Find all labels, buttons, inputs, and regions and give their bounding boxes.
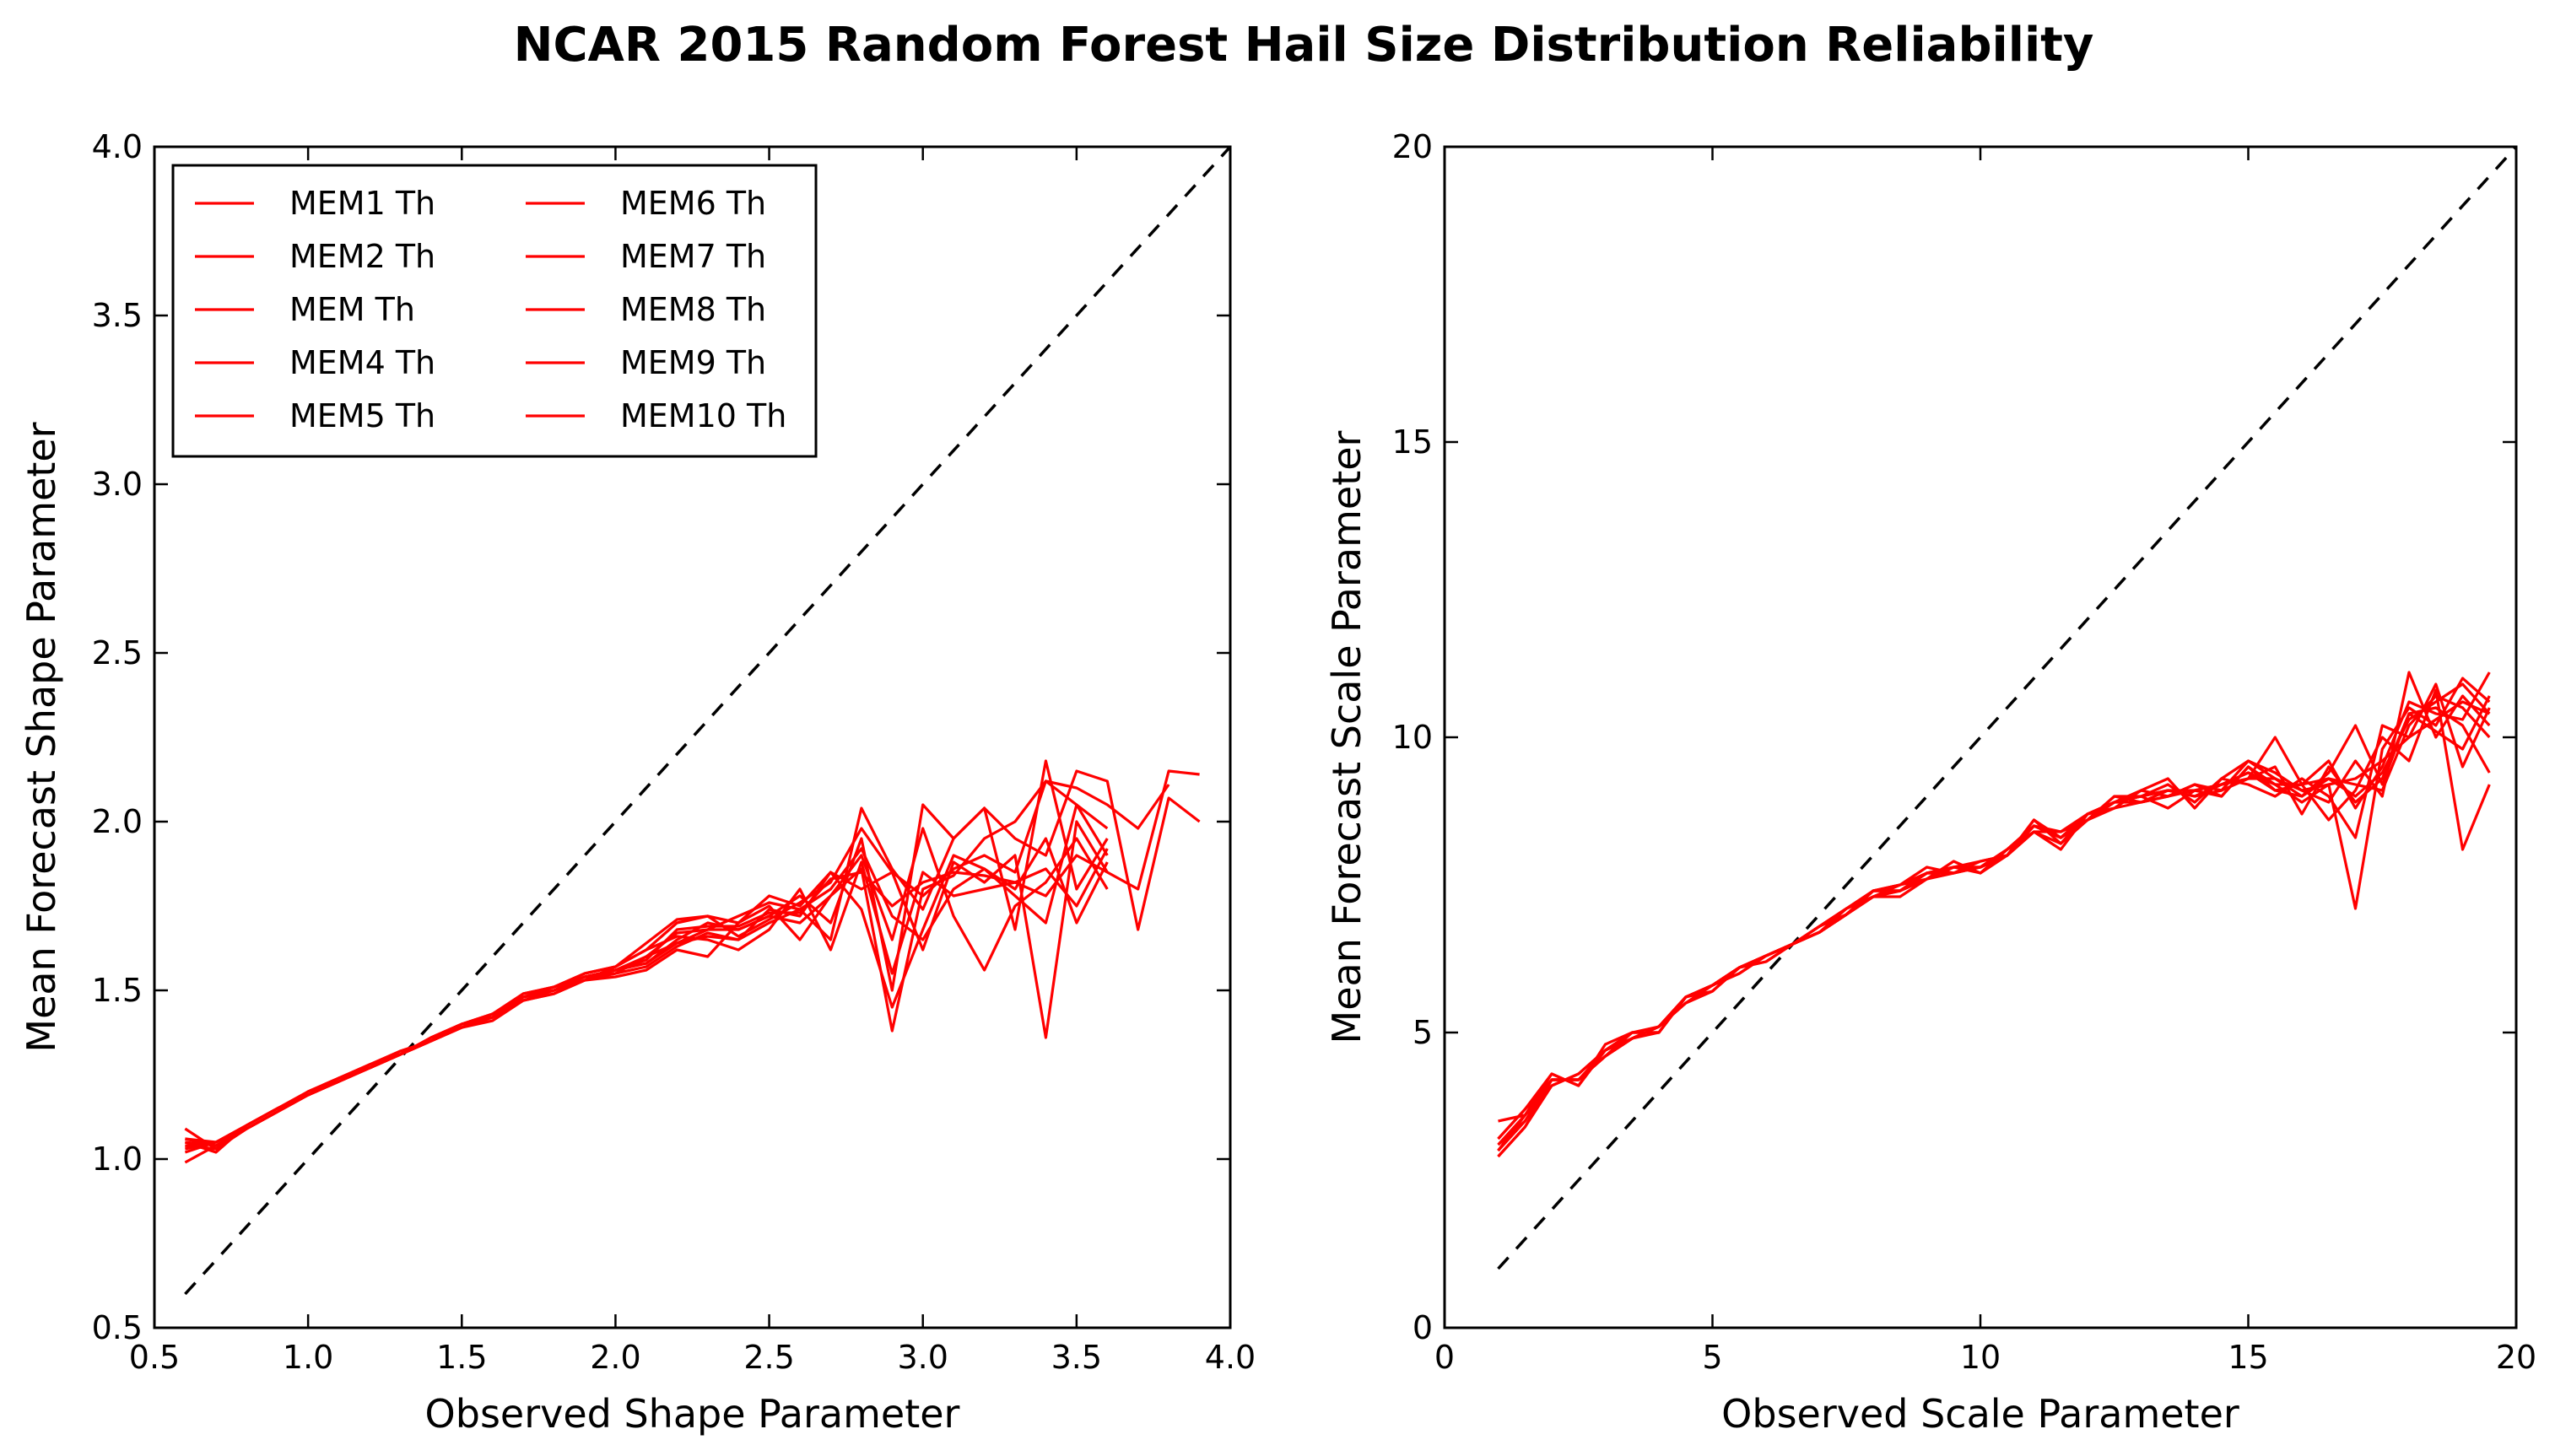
x-axis-label: Observed Shape Parameter (425, 1391, 960, 1437)
y-tick-label: 2.0 (92, 803, 143, 840)
series-line-9 (1497, 694, 2491, 1152)
y-tick-label: 5 (1413, 1014, 1433, 1051)
x-tick-label: 1.0 (283, 1339, 333, 1376)
y-tick-label: 3.0 (92, 466, 143, 503)
x-tick-label: 1.5 (436, 1339, 487, 1376)
legend-label: MEM10 Th (620, 397, 786, 434)
x-axis-label: Observed Scale Parameter (1721, 1391, 2239, 1437)
plot-frame (153, 145, 1232, 1329)
y-tick-label: 10 (1392, 719, 1433, 756)
y-tick-label: 4.0 (92, 128, 143, 165)
y-tick-label: 2.5 (92, 634, 143, 671)
y-tick-label: 3.5 (92, 297, 143, 334)
legend-label: MEM Th (289, 291, 415, 328)
y-axis-label: Mean Forecast Scale Parameter (1324, 430, 1369, 1043)
series-line-7 (185, 769, 1201, 1151)
legend-label: MEM6 Th (620, 185, 766, 222)
legend-label: MEM7 Th (620, 238, 766, 275)
x-tick-label: 5 (1702, 1339, 1722, 1376)
x-tick-label: 4.0 (1205, 1339, 1256, 1376)
x-tick-label: 0 (1434, 1339, 1455, 1376)
series-line-10 (1497, 700, 2490, 1146)
figure-title: NCAR 2015 Random Forest Hail Size Distri… (514, 18, 2094, 73)
y-tick-label: 15 (1392, 423, 1433, 461)
x-tick-label: 15 (2228, 1339, 2268, 1376)
legend: MEM1 Th MEM2 Th MEM Th MEM4 Th MEM5 Th MEM6 T… (171, 164, 818, 458)
y-tick-label: 0.5 (92, 1309, 143, 1346)
scale-parameter-chart: 0 5 10 15 20 0 5 10 15 20 Observed Scale Parameter… (1324, 128, 2536, 1437)
x-tick-label: 20 (2496, 1339, 2536, 1376)
x-tick-label: 3.5 (1051, 1339, 1102, 1376)
x-tick-label: 2.0 (590, 1339, 640, 1376)
legend-label: MEM1 Th (289, 185, 435, 222)
x-tick-label: 10 (1960, 1339, 2001, 1376)
legend-label: MEM5 Th (289, 397, 435, 434)
legend-label: MEM9 Th (620, 344, 766, 381)
y-tick-label: 20 (1392, 128, 1433, 165)
x-tick-label: 0.5 (129, 1339, 180, 1376)
series-line-10 (185, 769, 1200, 1151)
x-tick-label: 2.5 (743, 1339, 794, 1376)
x-tick-label: 3.0 (897, 1339, 948, 1376)
legend-label: MEM8 Th (620, 291, 766, 328)
shape-parameter-chart: 0.5 1.0 1.5 2.0 2.5 3.0 3.5 4.0 0.5 1.0 1.5 2.0 2.5 3… (19, 128, 1256, 1437)
reference-line (1497, 145, 2518, 1270)
y-tick-label: 1.5 (92, 972, 143, 1009)
y-tick-label: 1.0 (92, 1141, 143, 1178)
y-axis-label: Mean Forecast Shape Parameter (19, 422, 64, 1052)
series-line-9 (185, 803, 1109, 1147)
legend-box (171, 164, 818, 458)
legend-label: MEM2 Th (289, 238, 435, 275)
y-tick-label: 0 (1413, 1309, 1433, 1346)
legend-label: MEM4 Th (289, 344, 435, 381)
